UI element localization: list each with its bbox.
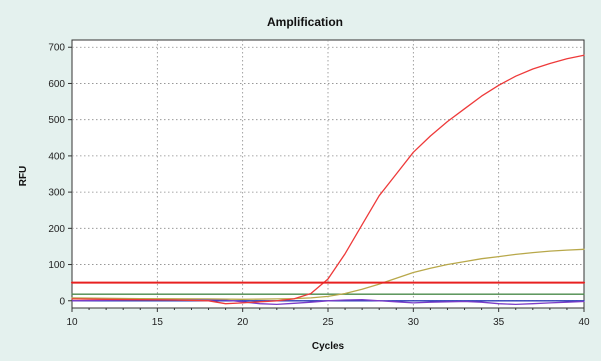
y-tick-label: 400 xyxy=(48,151,65,162)
x-tick-label: 15 xyxy=(152,317,164,328)
series-line-1 xyxy=(71,54,585,305)
x-tick-label: 30 xyxy=(408,317,420,328)
y-axis-label: RFU xyxy=(18,166,29,187)
x-tick-label: 25 xyxy=(322,317,334,328)
y-tick-label: 200 xyxy=(48,224,65,235)
x-tick-label: 20 xyxy=(237,317,249,328)
chart-title: Amplification xyxy=(267,15,343,29)
y-tick-label: 700 xyxy=(48,43,65,54)
series-line-2 xyxy=(71,248,585,300)
series-line-3 xyxy=(71,298,585,306)
y-tick-label: 500 xyxy=(48,115,65,126)
x-tick-label: 35 xyxy=(493,317,505,328)
y-tick-label: 300 xyxy=(48,188,65,199)
y-tick-label: 100 xyxy=(48,260,65,271)
y-tick-label: 600 xyxy=(48,79,65,90)
x-tick-label: 10 xyxy=(66,317,78,328)
series-group xyxy=(71,54,585,306)
x-tick-label: 40 xyxy=(578,317,590,328)
grid xyxy=(72,40,584,308)
x-axis-label: Cycles xyxy=(312,341,345,352)
y-tick-label: 0 xyxy=(59,296,65,307)
